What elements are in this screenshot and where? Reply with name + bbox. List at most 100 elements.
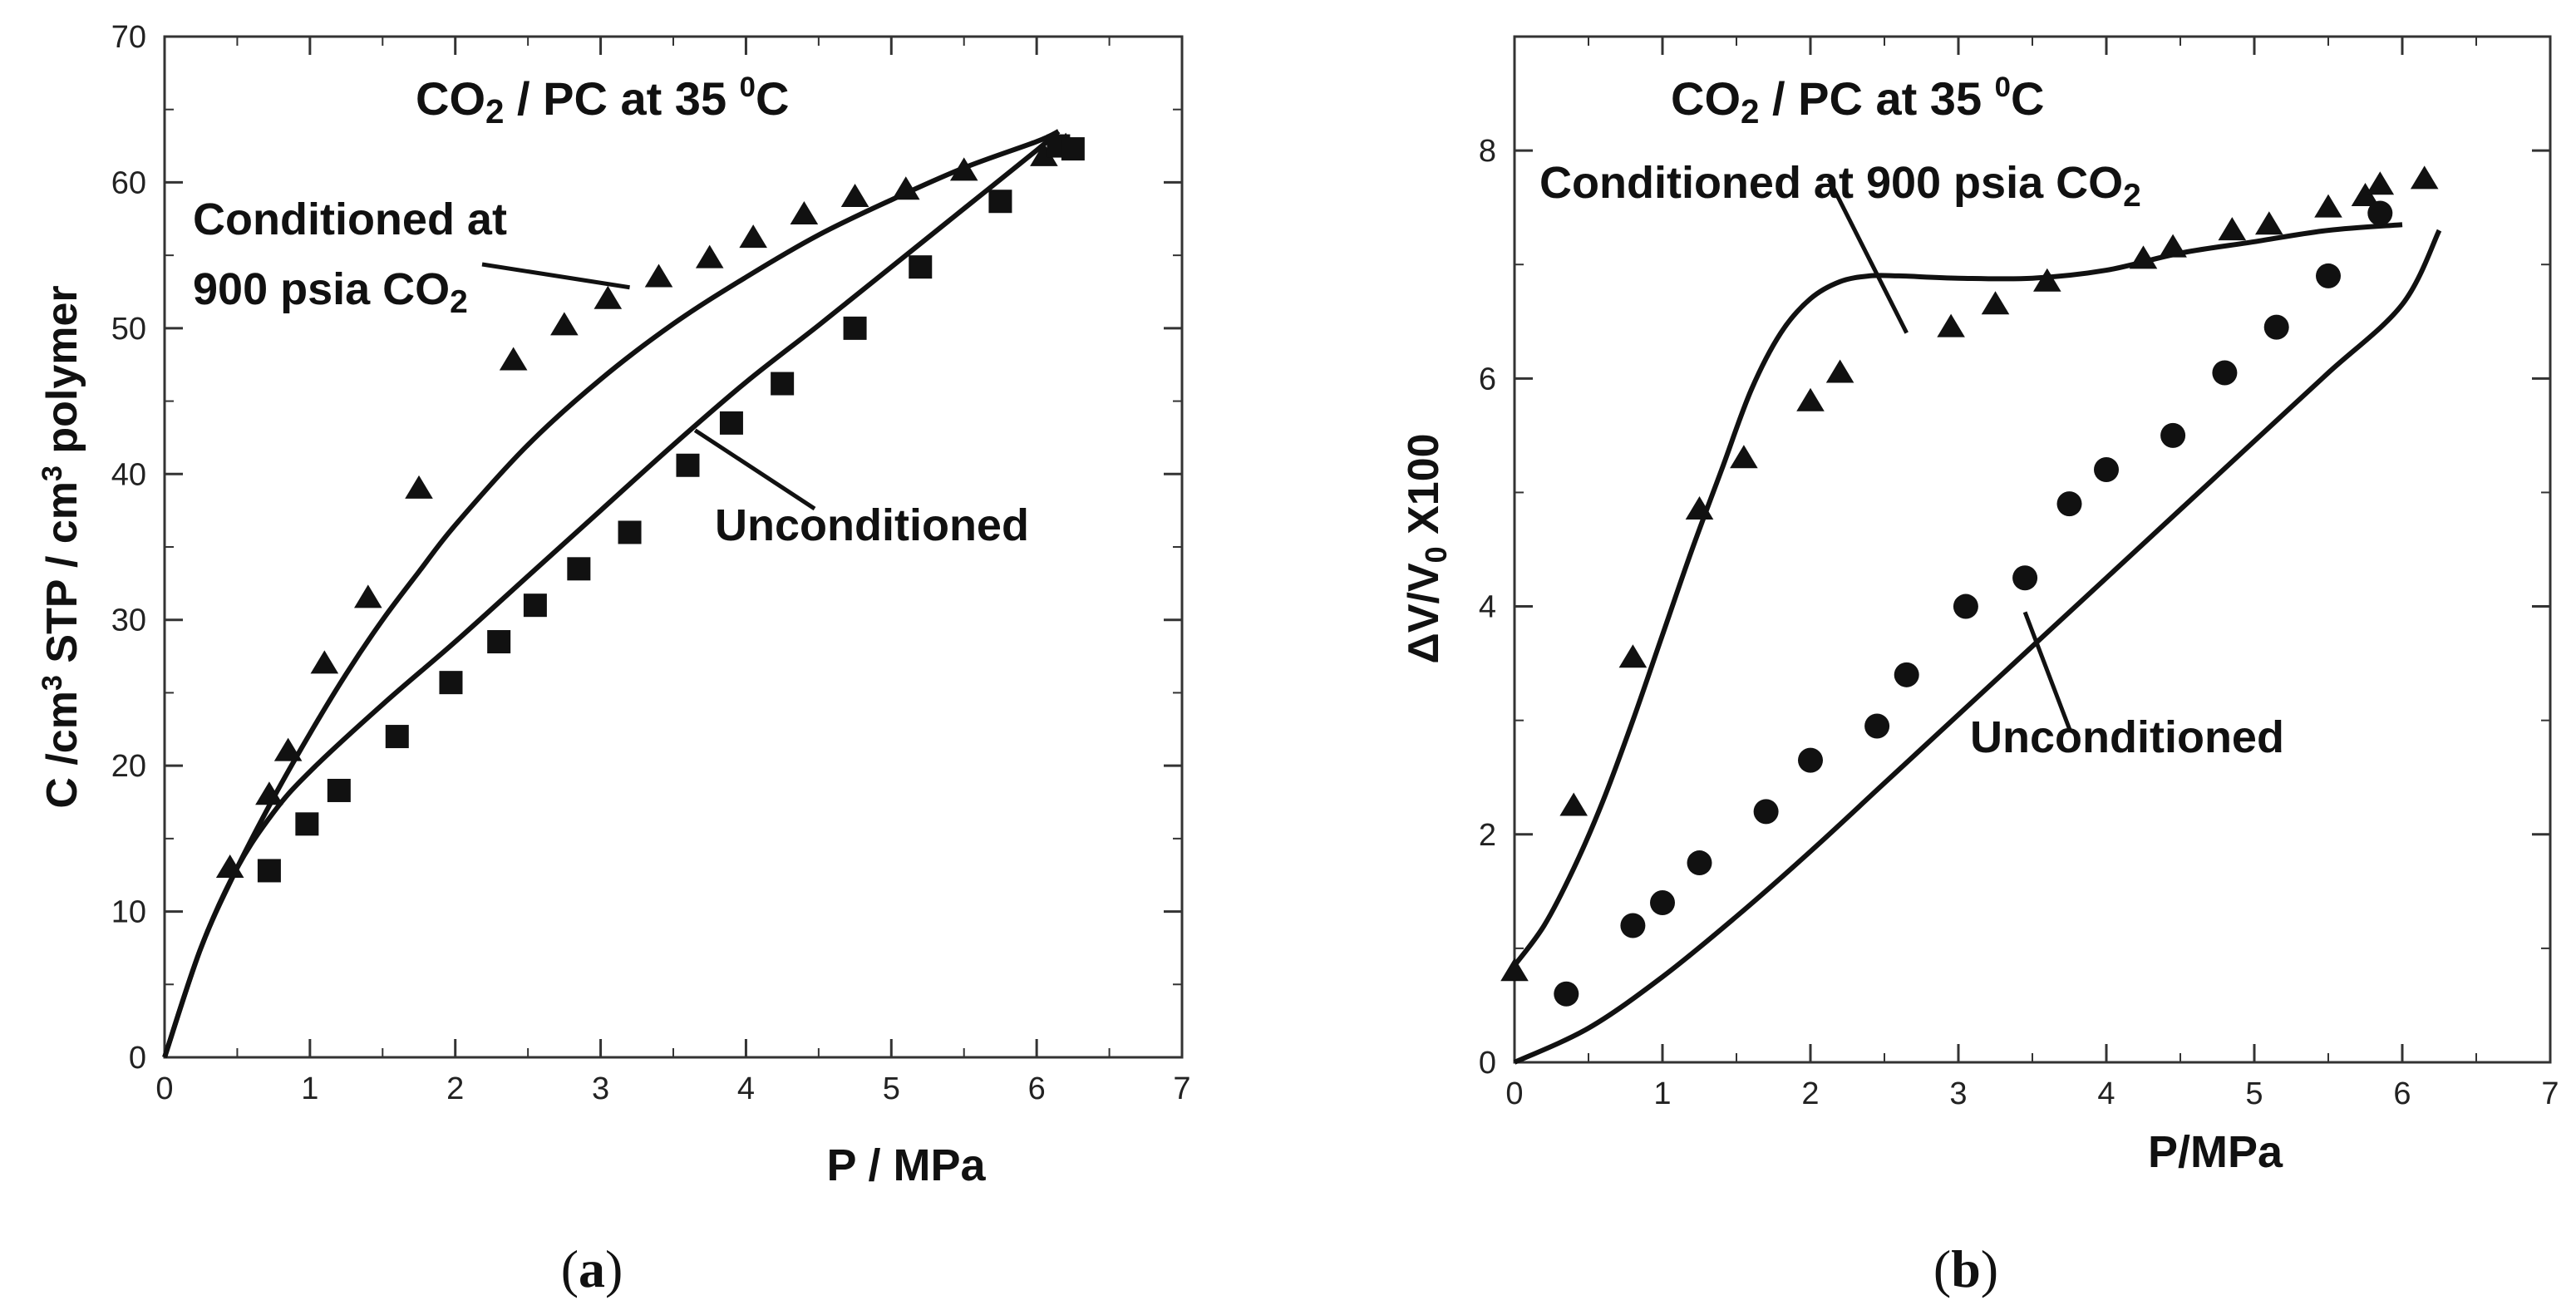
title-text: C (756, 72, 789, 125)
annotation-leader-line (481, 262, 630, 290)
y-tick-label: 0 (129, 1041, 146, 1076)
triangle-data-point (1796, 387, 1825, 411)
circle-data-point (1798, 747, 1823, 773)
square-data-point (719, 411, 743, 435)
annotation-leader-line (1826, 177, 1909, 334)
square-data-point (385, 725, 409, 749)
unconditioned-model-curve (162, 129, 1061, 1058)
triangle-data-point (499, 347, 528, 371)
y-tick-label: 60 (111, 165, 146, 200)
x-tick-label: 6 (1028, 1071, 1046, 1106)
circle-data-point (1650, 890, 1675, 916)
triangle-data-point (1500, 958, 1529, 982)
conditioned-annotation: Conditioned at 900 psia CO2 (193, 195, 630, 320)
square-data-point (676, 453, 700, 477)
y-label-superscript: 3 (37, 675, 68, 691)
panel-letter: a (579, 1239, 605, 1298)
y-tick-label: 40 (111, 457, 146, 492)
y-label-text: polymer (38, 285, 86, 465)
square-data-point (257, 859, 281, 883)
triangle-data-point (891, 176, 920, 200)
chart-title: CO2 / PC at 35 0C (1671, 71, 2044, 131)
panel-paren: ( (1933, 1239, 1951, 1298)
triangle-data-point (949, 157, 978, 181)
triangle-data-point (1685, 496, 1714, 520)
triangle-data-point (840, 183, 869, 207)
annotation-text: 900 psia CO2 (193, 264, 468, 320)
unconditioned-annotation: Unconditioned (693, 428, 1029, 550)
panel-label: (b) (1933, 1239, 1998, 1298)
y-tick-label: 2 (1479, 818, 1496, 853)
triangle-data-point (2033, 268, 2061, 292)
y-axis-label: C /cm3 STP / cm3 polymer (37, 285, 86, 808)
x-axis-label: P/MPa (2148, 1127, 2283, 1177)
x-tick-label: 4 (2097, 1076, 2115, 1111)
y-tick-label: 30 (111, 603, 146, 638)
triangle-data-point (2410, 165, 2439, 190)
triangle-data-point (1559, 792, 1588, 816)
triangle-data-point (644, 263, 673, 288)
circle-data-point (2316, 263, 2341, 288)
x-tick-label: 2 (446, 1071, 464, 1106)
title-superscript: 0 (740, 71, 756, 103)
panel-paren: ( (561, 1239, 579, 1298)
x-tick-label: 5 (2245, 1076, 2263, 1111)
title-text: CO (1671, 72, 1741, 125)
y-tick-label: 6 (1479, 362, 1496, 396)
x-tick-label: 7 (2541, 1076, 2559, 1111)
y-axis-label: ΔV/V0 X100 (1400, 433, 1453, 663)
unconditioned-annotation: Unconditioned (1970, 611, 2284, 762)
panel-label: (a) (561, 1239, 623, 1298)
panel-letter: b (1951, 1239, 1981, 1298)
triangle-data-point (2129, 245, 2158, 269)
square-data-point (771, 372, 795, 396)
y-label-text: STP / cm (38, 481, 86, 675)
annotation-leader-line (693, 428, 816, 511)
square-data-point (988, 190, 1012, 214)
triangle-data-point (2255, 211, 2283, 235)
y-tick-label: 50 (111, 312, 146, 347)
triangle-data-point (354, 584, 382, 608)
triangle-data-point (790, 201, 819, 225)
square-data-point (327, 778, 351, 802)
title-superscript: 0 (1995, 71, 2011, 103)
annotation-text: Unconditioned (1970, 712, 2284, 762)
y-tick-label: 10 (111, 895, 146, 930)
annotation-text: Conditioned at (193, 195, 507, 244)
circle-data-point (2160, 422, 2186, 448)
triangle-data-point (1730, 445, 1758, 469)
circle-data-point (2212, 360, 2238, 386)
circle-data-point (2056, 491, 2082, 517)
triangle-data-point (550, 312, 579, 336)
triangle-data-point (1825, 359, 1854, 383)
x-axis-label: P / MPa (826, 1140, 986, 1190)
circle-data-point (2367, 200, 2393, 226)
panel-paren: ) (605, 1239, 623, 1298)
triangle-data-point (405, 475, 433, 499)
title-subscript: 2 (1741, 92, 1759, 131)
triangle-data-point (310, 650, 339, 674)
y-label-subscript: 0 (1419, 546, 1453, 563)
square-data-point (439, 671, 463, 695)
triangle-data-point (695, 244, 724, 268)
x-tick-label: 6 (2393, 1076, 2411, 1111)
y-tick-label: 8 (1479, 134, 1496, 169)
title-text: CO (416, 72, 485, 125)
x-tick-label: 4 (737, 1071, 755, 1106)
x-tick-label: 2 (1801, 1076, 1819, 1111)
square-data-point (909, 255, 933, 279)
triangle-data-point (1981, 291, 2010, 315)
circle-data-point (2263, 314, 2289, 340)
y-tick-label: 70 (111, 20, 146, 55)
x-tick-label: 7 (1173, 1071, 1190, 1106)
x-tick-label: 0 (1505, 1076, 1523, 1111)
circle-data-point (1753, 799, 1779, 825)
triangle-data-point (1937, 313, 1965, 337)
triangle-data-point (594, 285, 623, 309)
triangle-data-point (215, 854, 244, 878)
triangle-data-point (1030, 142, 1058, 166)
square-data-point (843, 316, 867, 340)
